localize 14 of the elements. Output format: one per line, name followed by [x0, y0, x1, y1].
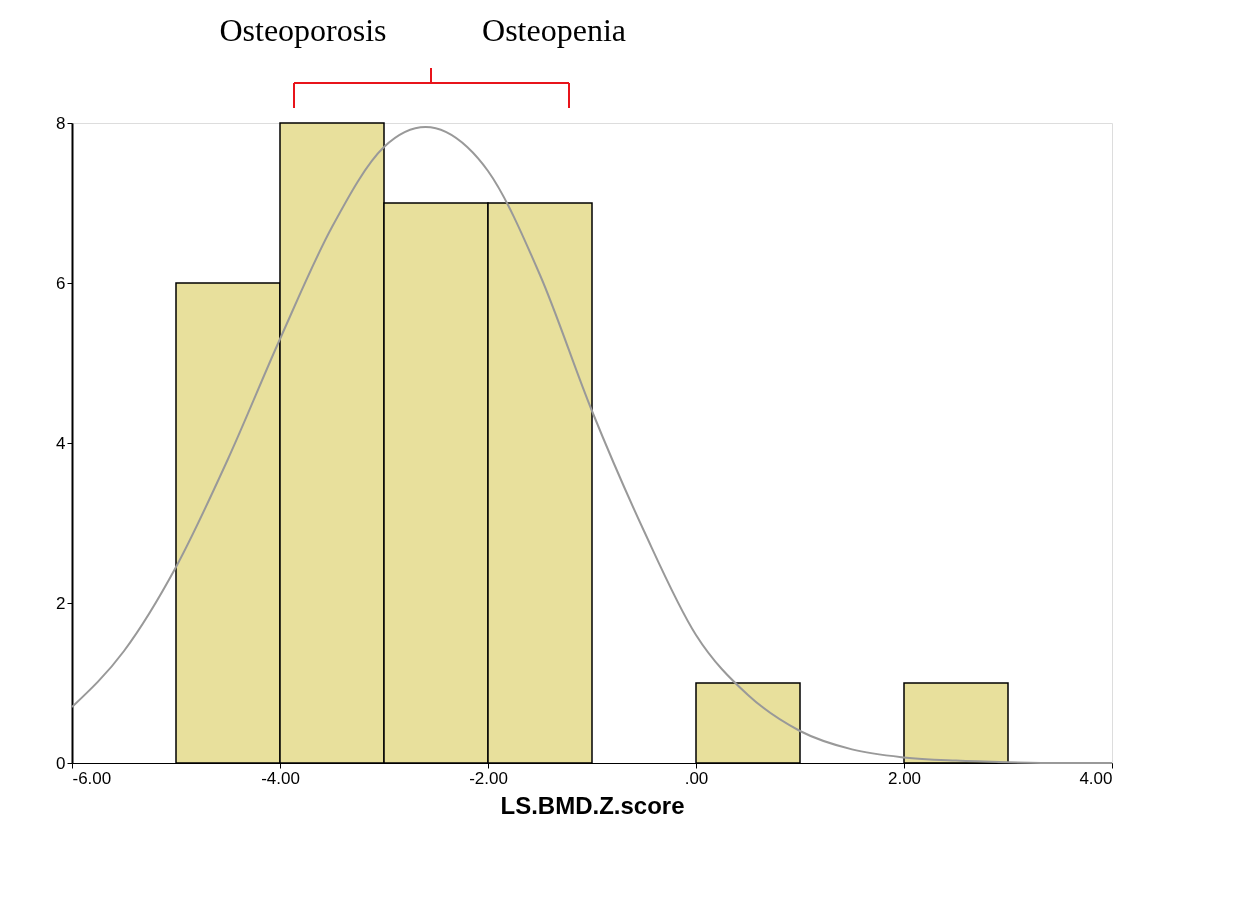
x-tick-label: -6.00	[72, 768, 112, 788]
y-tick-label: 0	[56, 753, 66, 773]
x-tick-label: -2.00	[469, 768, 508, 788]
x-tick-label: .00	[684, 768, 709, 788]
x-tick-label: 4.00	[1079, 768, 1113, 788]
text: Osteopenia	[482, 12, 626, 48]
y-tick-label: 6	[56, 273, 66, 293]
x-tick-label: 2.00	[887, 768, 922, 788]
y-tick-label: 2	[56, 593, 66, 613]
text: Osteoporosis	[219, 12, 387, 48]
y-tick-label: 4	[56, 433, 66, 453]
x-tick-label: -4.00	[261, 768, 300, 788]
x-axis-title: LS.BMD.Z.score	[500, 791, 685, 819]
y-tick-label: 8	[56, 113, 66, 133]
